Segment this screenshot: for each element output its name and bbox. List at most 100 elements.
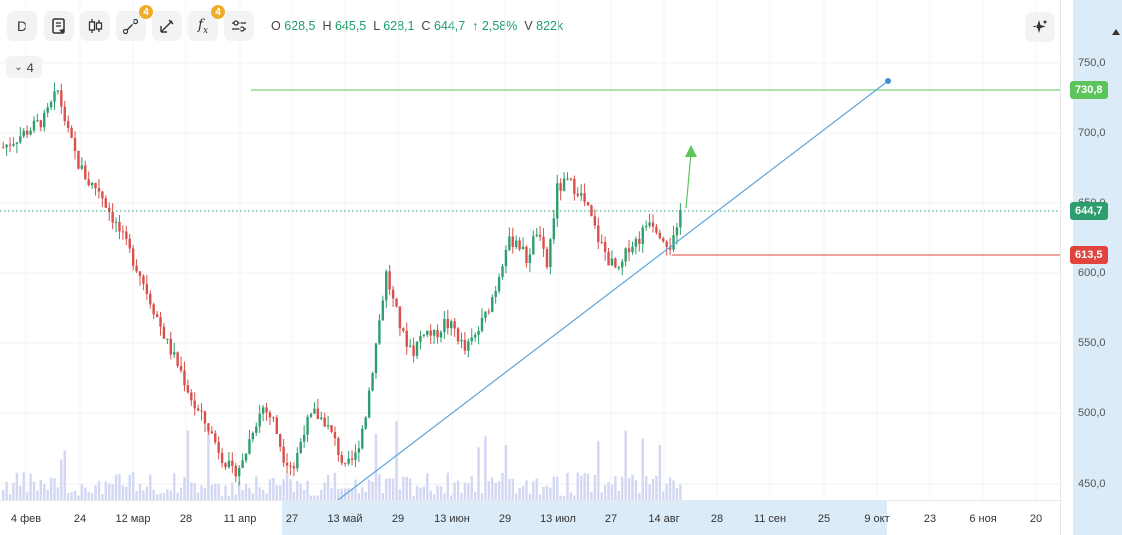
- volume-bar: [8, 494, 12, 500]
- volume-bar: [508, 478, 511, 500]
- price-tick-label: 600,0: [1078, 267, 1106, 279]
- candle-body: [207, 423, 210, 432]
- indicators-collapse-button[interactable]: ⌄ 4: [6, 56, 42, 78]
- drawing-tools-button[interactable]: 4: [116, 5, 153, 41]
- candle-body: [241, 460, 244, 469]
- trendline-tool-icon: [122, 18, 139, 35]
- chart-type-button[interactable]: [80, 11, 110, 41]
- scroll-up-icon[interactable]: [1112, 29, 1120, 35]
- volume-bar: [463, 482, 467, 500]
- time-tick-label: 24: [73, 513, 87, 525]
- drawing-visibility-button[interactable]: [152, 11, 182, 41]
- time-tick-label: 27: [285, 513, 299, 525]
- price-line-label[interactable]: 644,7: [1070, 202, 1108, 220]
- indicators-button[interactable]: fx 4: [188, 5, 225, 41]
- candle-body: [337, 438, 340, 456]
- candle-body: [412, 345, 415, 356]
- support-trendline: [337, 80, 889, 500]
- volume-bar: [36, 490, 39, 500]
- volume-bar: [432, 494, 436, 500]
- draw-pencil-icon: [160, 19, 174, 33]
- candle-body: [388, 271, 391, 290]
- candle-body: [272, 417, 275, 419]
- candle-body: [446, 318, 449, 329]
- volume-bar: [402, 476, 405, 500]
- volume-bar: [296, 480, 299, 500]
- candle-body: [145, 283, 149, 294]
- candle-body: [354, 452, 357, 460]
- volume-bar: [491, 477, 494, 500]
- candle-body: [60, 90, 63, 107]
- volume-bar: [559, 495, 562, 500]
- volume-bar: [261, 489, 265, 500]
- candle-body: [371, 373, 374, 391]
- candle-body: [532, 236, 535, 255]
- candle-body: [108, 207, 111, 213]
- volume-bar: [501, 472, 504, 500]
- volume-bar: [566, 472, 569, 500]
- interval-button[interactable]: D: [7, 11, 37, 41]
- volume-bar: [350, 488, 354, 500]
- volume-bar: [313, 495, 316, 500]
- volume-bar: [275, 485, 278, 500]
- volume-bar: [535, 478, 538, 500]
- volume-bar: [183, 477, 186, 500]
- volume-bar: [429, 490, 432, 500]
- chart-notes-button[interactable]: [44, 11, 74, 41]
- ai-assistant-button[interactable]: [1025, 12, 1055, 42]
- candle-body: [326, 425, 330, 427]
- candle-body: [333, 432, 337, 439]
- function-icon: fx: [197, 16, 209, 36]
- volume-bar: [166, 489, 169, 500]
- volume-bar: [46, 489, 49, 500]
- candle-body: [361, 428, 364, 449]
- candle-body: [214, 433, 217, 443]
- candle-body: [66, 121, 70, 128]
- candle-body: [521, 246, 525, 250]
- volume-bar: [77, 495, 80, 500]
- volume-bar: [374, 433, 378, 500]
- candle-body: [600, 241, 603, 243]
- volume-bar: [248, 487, 251, 500]
- volume-bar: [600, 492, 603, 500]
- volume-value: 822k: [536, 19, 564, 33]
- candle-body: [152, 304, 155, 315]
- volume-bar: [453, 482, 456, 500]
- trendline-handle: [885, 78, 891, 84]
- volume-bar: [412, 495, 415, 500]
- volume-bar: [326, 474, 330, 500]
- candle-body: [508, 236, 511, 250]
- volume-bar: [330, 488, 333, 500]
- time-tick-label: 11 сен: [753, 513, 787, 525]
- volume-bar: [525, 480, 528, 500]
- price-tick-label: 750,0: [1078, 57, 1106, 69]
- volume-bar: [443, 493, 446, 500]
- candle-body: [36, 120, 39, 122]
- candle-body: [426, 330, 429, 335]
- interval-label: D: [16, 18, 28, 34]
- candle-body: [190, 392, 193, 401]
- volume-bar: [316, 495, 320, 500]
- price-chart[interactable]: [0, 0, 1060, 500]
- time-axis[interactable]: [0, 500, 1060, 535]
- volume-bar: [456, 480, 460, 500]
- volume-bar: [610, 484, 614, 500]
- candle-body: [46, 107, 49, 113]
- candle-body: [494, 291, 497, 298]
- volume-bar: [617, 491, 620, 500]
- candle-body: [480, 317, 484, 331]
- volume-bar: [101, 494, 104, 500]
- volume-bar: [25, 492, 29, 500]
- candle-body: [641, 227, 644, 244]
- volume-bar: [415, 485, 419, 500]
- volume-bar: [552, 476, 556, 500]
- price-line-label[interactable]: 730,8: [1070, 81, 1108, 99]
- price-tick-label: 700,0: [1078, 127, 1106, 139]
- candle-body: [193, 400, 196, 409]
- candle-body: [549, 239, 552, 268]
- candle-body: [497, 277, 501, 292]
- settings-button[interactable]: [224, 11, 254, 41]
- volume-bar: [385, 478, 388, 500]
- price-line-label[interactable]: 613,5: [1070, 246, 1108, 264]
- candle-body: [131, 248, 135, 266]
